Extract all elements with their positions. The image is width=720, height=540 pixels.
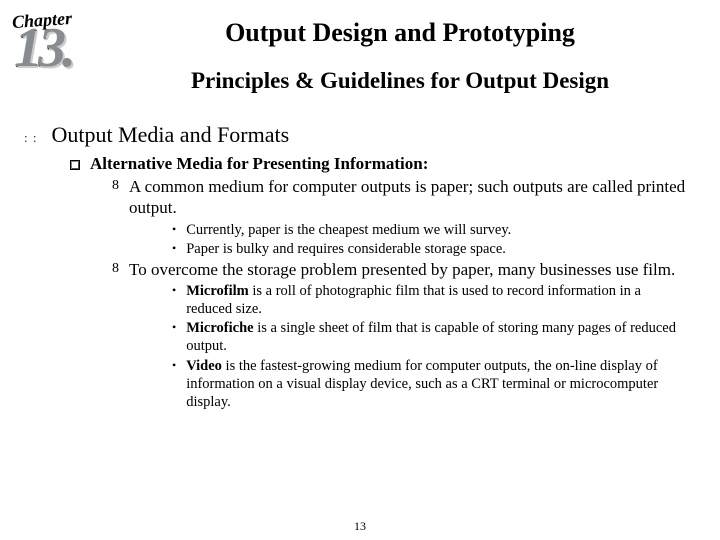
level4-text: Microfiche is a single sheet of film tha…	[186, 319, 682, 355]
level4-item: • Video is the fastest-growing medium fo…	[24, 357, 702, 411]
page-title: Output Design and Prototyping	[0, 0, 720, 48]
level4-item: • Microfiche is a single sheet of film t…	[24, 319, 702, 355]
content-body: : : Output Media and Formats Alternative…	[0, 94, 720, 411]
level4-bullet-icon: •	[172, 222, 176, 237]
level4-text: Paper is bulky and requires considerable…	[186, 240, 506, 258]
level4-bullet-icon: •	[172, 283, 176, 298]
level3-text: To overcome the storage problem presente…	[129, 259, 675, 280]
level1-bullet-icon: : :	[24, 130, 37, 146]
chapter-logo: Chapter 13.	[8, 6, 108, 86]
level3-item: 8 To overcome the storage problem presen…	[24, 259, 702, 280]
level3-text: A common medium for computer outputs is …	[129, 176, 692, 219]
definition-text: is a roll of photographic film that is u…	[186, 283, 641, 317]
level4-bullet-icon: •	[172, 241, 176, 256]
level4-text: Microfilm is a roll of photographic film…	[186, 282, 682, 318]
level4-bullet-icon: •	[172, 320, 176, 335]
level4-item: • Currently, paper is the cheapest mediu…	[24, 221, 702, 239]
level2-text: Alternative Media for Presenting Informa…	[90, 154, 428, 174]
level2-bullet-icon	[70, 160, 80, 170]
level4-item: • Microfilm is a roll of photographic fi…	[24, 282, 702, 318]
page-number: 13	[0, 519, 720, 534]
chapter-number: 13.	[14, 20, 72, 76]
level4-bullet-icon: •	[172, 358, 176, 373]
definition-text: is the fastest-growing medium for comput…	[186, 358, 658, 410]
page-subtitle: Principles & Guidelines for Output Desig…	[0, 48, 720, 94]
level4-text: Currently, paper is the cheapest medium …	[186, 221, 511, 239]
level3-bullet-icon: 8	[112, 260, 119, 278]
term-video: Video	[186, 358, 222, 374]
level4-text: Video is the fastest-growing medium for …	[186, 357, 682, 411]
term-microfilm: Microfilm	[186, 283, 249, 299]
level3-item: 8 A common medium for computer outputs i…	[24, 176, 702, 219]
level3-bullet-icon: 8	[112, 177, 119, 195]
level1-text: Output Media and Formats	[51, 122, 289, 148]
level4-item: • Paper is bulky and requires considerab…	[24, 240, 702, 258]
level2-item: Alternative Media for Presenting Informa…	[24, 154, 702, 174]
term-microfiche: Microfiche	[186, 320, 253, 336]
definition-text: is a single sheet of film that is capabl…	[186, 320, 676, 354]
level1-item: : : Output Media and Formats	[24, 122, 702, 148]
